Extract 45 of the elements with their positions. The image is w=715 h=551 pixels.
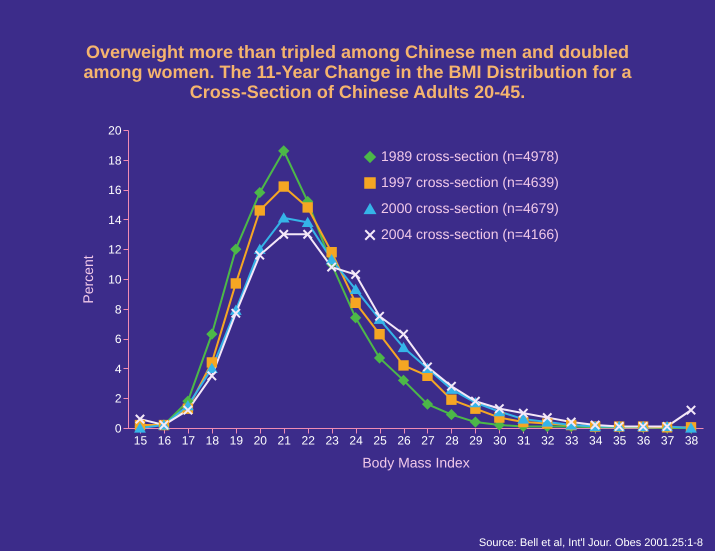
x-tick-label: 37 [660, 434, 675, 448]
x-tick-label: 18 [206, 434, 220, 448]
x-tick-label: 33 [565, 434, 579, 448]
x-tick-label: 32 [541, 434, 555, 448]
y-tick-label: 6 [114, 332, 122, 346]
y-tick-label: 4 [114, 362, 122, 376]
x-tick-label: 31 [517, 434, 531, 448]
y-tick-label: 2 [114, 392, 122, 406]
x-tick-label: 21 [278, 434, 292, 448]
y-tick-label: 20 [108, 124, 122, 138]
x-axis-title: Body Mass Index [362, 454, 470, 470]
text: among women. The 11-Year Change in the BMI Distribution for a [83, 62, 632, 82]
y-tick-label: 16 [108, 183, 122, 198]
x-tick-label: 28 [445, 434, 459, 448]
y-tick-label: 14 [108, 212, 122, 227]
x-tick-label: 38 [684, 434, 699, 448]
x-tick-label: 19 [230, 434, 244, 448]
x-tick-label: 25 [373, 434, 388, 448]
x-tick-label: 34 [589, 434, 603, 448]
x-tick-label: 20 [254, 434, 268, 448]
y-tick-label: 0 [114, 422, 122, 436]
y-tick-label: 12 [108, 242, 122, 257]
y-tick-label: 10 [108, 272, 122, 286]
y-tick-label: 18 [108, 153, 122, 168]
x-tick-label: 22 [302, 434, 316, 448]
legend-label: 1997 cross-section (n=4639) [381, 174, 559, 190]
x-tick-label: 23 [325, 434, 340, 448]
text: Overweight more than tripled among Chinese men and doubled [86, 42, 630, 62]
source-note: Source: Bell et al, Int'l Jour. Obes 2001.25:1-8 [478, 537, 703, 549]
x-tick-label: 17 [182, 434, 196, 448]
x-tick-label: 26 [397, 434, 412, 448]
x-tick-label: 15 [134, 434, 148, 448]
text: Cross-Section of Chinese Adults 20-45. [190, 82, 526, 102]
legend-label: 2004 cross-section (n=4166) [381, 226, 559, 242]
x-tick-label: 35 [612, 434, 627, 448]
y-axis-title: Percent [80, 255, 96, 304]
x-tick-label: 30 [493, 434, 507, 448]
y-tick-label: 8 [114, 302, 122, 316]
x-tick-label: 27 [421, 434, 435, 448]
x-tick-label: 36 [636, 434, 651, 448]
legend-label: 1989 cross-section (n=4978) [381, 148, 559, 164]
x-tick-label: 16 [158, 434, 172, 448]
legend-label: 2000 cross-section (n=4679) [381, 200, 559, 216]
x-tick-label: 24 [349, 434, 364, 448]
x-tick-label: 29 [469, 434, 483, 448]
